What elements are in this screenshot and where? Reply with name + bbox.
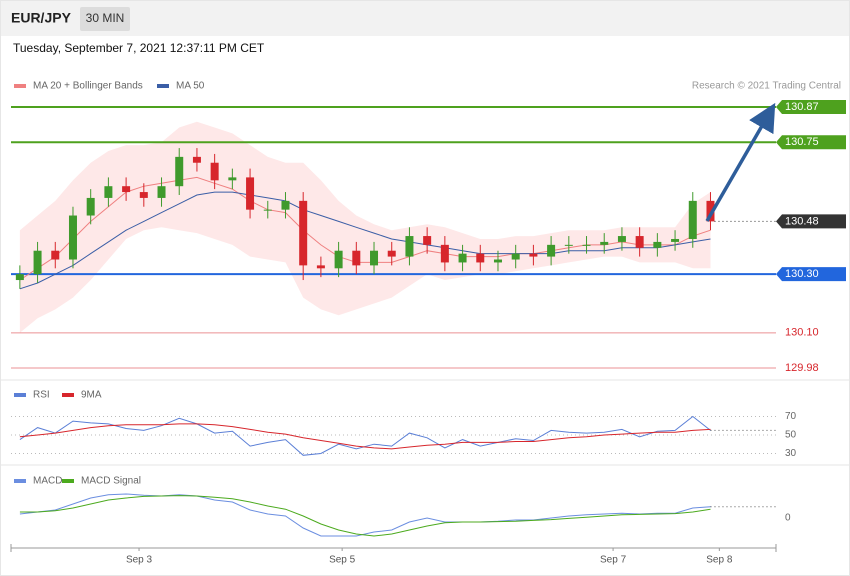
candle-body xyxy=(263,209,272,211)
indicator-line xyxy=(19,493,711,537)
candle-body xyxy=(617,236,626,242)
candle-body xyxy=(210,162,219,181)
candle-body xyxy=(653,241,662,248)
candle-body xyxy=(104,186,113,198)
candle-body xyxy=(122,186,131,193)
candle-body xyxy=(175,156,184,187)
level-label: 129.98 xyxy=(785,362,819,374)
legend-label: 9MA xyxy=(81,390,102,401)
candle-body xyxy=(281,200,290,210)
candle-body xyxy=(635,236,644,248)
interval-badge xyxy=(80,7,130,31)
candle-body xyxy=(192,156,201,163)
x-tick-label: Sep 3 xyxy=(126,555,153,566)
candle-body xyxy=(458,253,467,263)
level-tag xyxy=(776,135,846,150)
legend-swatch xyxy=(157,84,169,88)
candle-body xyxy=(68,215,77,260)
candle-body xyxy=(511,253,520,260)
legend-label: RSI xyxy=(33,390,50,401)
legend-label: MA 50 xyxy=(176,81,205,92)
candle-body xyxy=(440,244,449,263)
candle-body xyxy=(15,274,24,281)
legend-label: MACD xyxy=(33,476,62,487)
candle-body xyxy=(582,244,591,246)
candle-body xyxy=(51,250,60,260)
candle-body xyxy=(547,244,556,257)
candle-body xyxy=(86,197,95,216)
level-tag xyxy=(776,267,846,282)
y-tick-label: 30 xyxy=(785,448,797,459)
candle-body xyxy=(600,241,609,245)
candle-body xyxy=(387,250,396,257)
bollinger-band xyxy=(19,121,711,333)
moving-average xyxy=(19,176,711,281)
level-tag xyxy=(776,100,846,115)
candle-body xyxy=(688,200,697,239)
legend-swatch xyxy=(14,479,26,483)
candle-body xyxy=(706,200,715,222)
level-tag xyxy=(776,214,846,229)
candle-body xyxy=(334,250,343,269)
level-label: 130.75 xyxy=(785,136,819,148)
candle-body xyxy=(352,250,361,266)
legend-swatch xyxy=(62,393,74,397)
legend-label: MA 20 + Bollinger Bands xyxy=(33,81,143,92)
header-bar xyxy=(1,1,849,36)
level-label: 130.48 xyxy=(785,215,819,227)
candle-body xyxy=(671,238,680,242)
level-label: 130.30 xyxy=(785,268,819,280)
interval: 30 MIN xyxy=(86,11,125,25)
moving-average xyxy=(19,191,711,290)
candle-body xyxy=(157,186,166,198)
indicator-line xyxy=(19,423,711,450)
y-tick-label: 50 xyxy=(785,430,797,441)
legend-swatch xyxy=(14,393,26,397)
x-tick-label: Sep 8 xyxy=(706,555,733,566)
credit: Research © 2021 Trading Central xyxy=(692,81,841,92)
level-label: 130.87 xyxy=(785,101,819,113)
candle-body xyxy=(564,244,573,246)
candle-body xyxy=(405,236,414,257)
candle-body xyxy=(476,253,485,263)
x-tick-label: Sep 5 xyxy=(329,555,356,566)
candle-body xyxy=(299,200,308,266)
candle-body xyxy=(316,265,325,269)
candle-body xyxy=(529,253,538,257)
candle-body xyxy=(370,250,379,266)
y-tick-label: 70 xyxy=(785,411,797,422)
legend-swatch xyxy=(14,84,26,88)
symbol: EUR/JPY xyxy=(11,10,72,26)
target-arrow xyxy=(705,102,776,222)
level-label: 130.10 xyxy=(785,327,819,339)
y-tick-label: 0 xyxy=(785,513,791,524)
legend-label: MACD Signal xyxy=(81,476,141,487)
x-tick-label: Sep 7 xyxy=(600,555,627,566)
candle-body xyxy=(246,177,255,210)
candle-body xyxy=(33,250,42,275)
candle-body xyxy=(228,177,237,181)
legend-swatch xyxy=(62,479,74,483)
candle-body xyxy=(493,259,502,263)
timestamp: Tuesday, September 7, 2021 12:37:11 PM C… xyxy=(13,41,265,55)
candle-body xyxy=(139,192,148,198)
candle-body xyxy=(423,236,432,245)
indicator-line xyxy=(19,495,711,537)
